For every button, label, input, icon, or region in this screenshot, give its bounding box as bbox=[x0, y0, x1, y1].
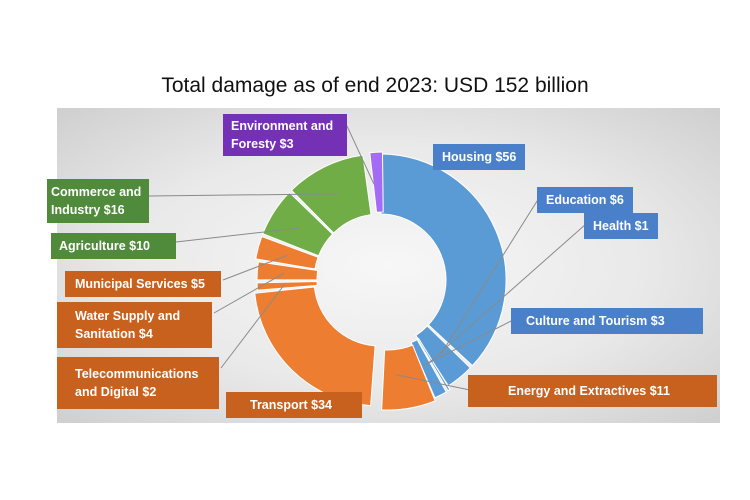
label-education: Education $6 bbox=[537, 187, 633, 213]
slice-health bbox=[416, 337, 451, 392]
donut-chart bbox=[148, 125, 587, 411]
leader-line-culture-and-tourism bbox=[422, 319, 514, 367]
leader-line-agriculture bbox=[175, 227, 300, 243]
slice-agriculture bbox=[262, 191, 334, 257]
label-commerce-and-industry: Commerce and Industry $16 bbox=[47, 179, 149, 223]
label-health: Health $1 bbox=[584, 213, 658, 239]
label-agriculture: Agriculture $10 bbox=[51, 233, 176, 259]
leader-line-telecommunications-and-digital bbox=[220, 284, 285, 369]
label-housing: Housing $56 bbox=[433, 144, 526, 170]
slice-transport bbox=[254, 286, 376, 407]
slice-telecommunications-and-digital bbox=[256, 280, 318, 291]
leader-line-water-supply-and-sanitation bbox=[213, 272, 285, 314]
slice-water-supply-and-sanitation bbox=[256, 261, 319, 281]
label-environment-and-foresty: Environment and Foresty $3 bbox=[223, 114, 347, 156]
chart-title: Total damage as of end 2023: USD 152 bil… bbox=[161, 74, 589, 97]
leader-line-commerce-and-industry bbox=[148, 193, 338, 197]
label-municipal-services: Municipal Services $5 bbox=[65, 271, 221, 297]
slice-municipal-services bbox=[255, 235, 319, 270]
label-transport: Transport $34 bbox=[226, 392, 362, 418]
label-culture-and-tourism: Culture and Tourism $3 bbox=[511, 308, 703, 334]
leader-line-health bbox=[429, 223, 587, 363]
label-energy-and-extractives: Energy and Extractives $11 bbox=[468, 375, 717, 407]
label-telecommunications-and-digital: Telecommunications and Digital $2 bbox=[57, 357, 219, 409]
chart-panel: Housing $56 Education $6 Health $1 Cultu… bbox=[47, 108, 720, 423]
slice-housing bbox=[380, 153, 507, 367]
leader-line-education bbox=[440, 197, 540, 355]
slice-environment-and-foresty bbox=[369, 151, 384, 213]
leader-line-energy-and-extractives bbox=[395, 374, 471, 391]
leader-line-municipal-services bbox=[222, 254, 288, 281]
leader-line-environment-and-foresty bbox=[346, 125, 375, 185]
label-water-supply-and-sanitation: Water Supply and Sanitation $4 bbox=[57, 302, 212, 348]
